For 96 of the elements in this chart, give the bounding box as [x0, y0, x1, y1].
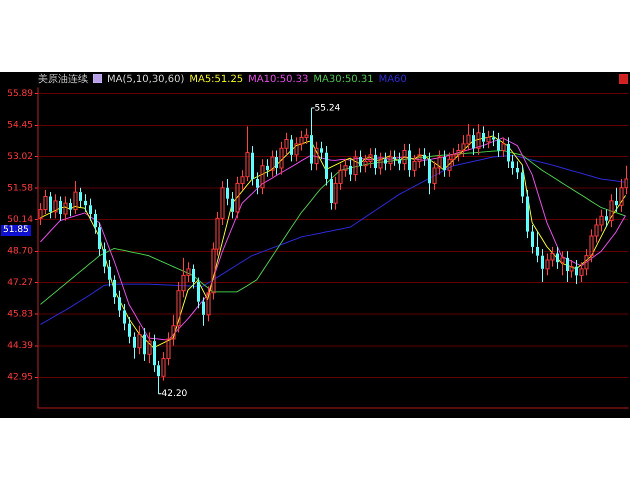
candlestick [192, 264, 196, 290]
annotation: 42.20 [162, 389, 188, 400]
chart-title: 美原油连续 [38, 74, 88, 85]
candlestick [482, 126, 486, 149]
y-tick-label: 48.70 [7, 246, 34, 257]
candlestick [472, 128, 476, 156]
candlestick [324, 146, 328, 186]
candlestick [398, 152, 402, 171]
y-tick-label: 42.95 [7, 372, 33, 383]
candlestick [574, 260, 578, 285]
y-tick-label: 53.02 [7, 152, 33, 162]
y-tick-label: 50.14 [7, 215, 34, 226]
candlestick [614, 187, 618, 212]
candlestick [266, 158, 270, 178]
candlestick [108, 260, 112, 287]
candlestick [290, 134, 294, 162]
candlestick [510, 154, 514, 176]
candlestick [560, 250, 565, 276]
candlestick [88, 198, 92, 222]
candlestick [118, 290, 122, 318]
candlestick [58, 196, 62, 222]
candlestick [447, 152, 452, 178]
candlestick [609, 194, 614, 228]
candlestick [260, 158, 265, 195]
text: 51.85 [1, 225, 31, 236]
candlestick [506, 136, 510, 168]
text: MA10:50.33 [248, 74, 308, 85]
candlestick [122, 303, 126, 331]
candlestick [374, 148, 378, 176]
candlestick [442, 150, 446, 178]
candlestick [256, 172, 260, 195]
candlestick [388, 150, 393, 171]
candlestick [314, 141, 319, 171]
y-tick-label: 45.83 [7, 310, 33, 320]
y-tick-label: 54.45 [7, 120, 33, 131]
candlestick [428, 152, 432, 195]
candlestick [536, 231, 540, 263]
candlestick [526, 189, 530, 239]
candlestick [132, 332, 136, 360]
candlestick [94, 209, 98, 234]
candlestick [530, 224, 534, 254]
candlestick [202, 296, 206, 326]
candlestick [353, 150, 358, 182]
candlestick [619, 178, 624, 212]
candlestick [142, 328, 146, 362]
candlestick [98, 222, 102, 256]
candlestick [330, 172, 334, 210]
y-tick-label: 47.27 [7, 278, 33, 288]
candlestick [556, 246, 560, 270]
candlestick [310, 107, 314, 171]
candlestick [128, 316, 132, 344]
candlestick [476, 124, 481, 156]
y-tick-label: 55.89 [7, 89, 34, 100]
candlestick [320, 141, 324, 160]
candlestick [137, 325, 142, 355]
candlestick [250, 146, 254, 186]
y-tick-label: 44.39 [7, 341, 34, 352]
candlestick [63, 196, 68, 222]
text: MA5:51.25 [189, 74, 244, 85]
text: MA(5,10,30,60) [107, 74, 184, 85]
candlestick [53, 194, 58, 219]
candlestick [486, 130, 491, 149]
candlestick [78, 187, 82, 208]
candlestick [73, 180, 78, 215]
candlestick [102, 242, 106, 274]
candlestick [516, 160, 520, 180]
candlestick [566, 250, 570, 282]
candlestick [540, 248, 544, 282]
candlestick [68, 198, 72, 217]
candlestick [152, 334, 156, 372]
candlestick [496, 132, 500, 158]
candlestick [230, 192, 234, 219]
candlestick [196, 277, 200, 309]
candlestick [147, 332, 152, 364]
candlestick [112, 274, 116, 304]
candlestick [384, 152, 388, 171]
candlestick [520, 165, 524, 204]
y-tick-label: 51.58 [7, 184, 34, 194]
candlestick [84, 194, 88, 212]
candlestick [408, 143, 412, 178]
candlestick [226, 178, 230, 206]
candlestick [348, 158, 352, 182]
text: MA60 [378, 74, 407, 85]
candlestick [274, 150, 278, 176]
candlestick [378, 152, 383, 176]
candlestick [604, 209, 608, 228]
candlestick [48, 192, 52, 219]
candlestick [422, 148, 426, 166]
candlestick [358, 150, 362, 173]
annotation: 55.24 [314, 103, 341, 114]
candlestick [569, 260, 574, 278]
candlestick [501, 136, 506, 158]
text: MA30:50.31 [313, 74, 374, 85]
candlestick [402, 143, 407, 171]
candlestick [156, 360, 160, 394]
candlestick [270, 150, 275, 178]
